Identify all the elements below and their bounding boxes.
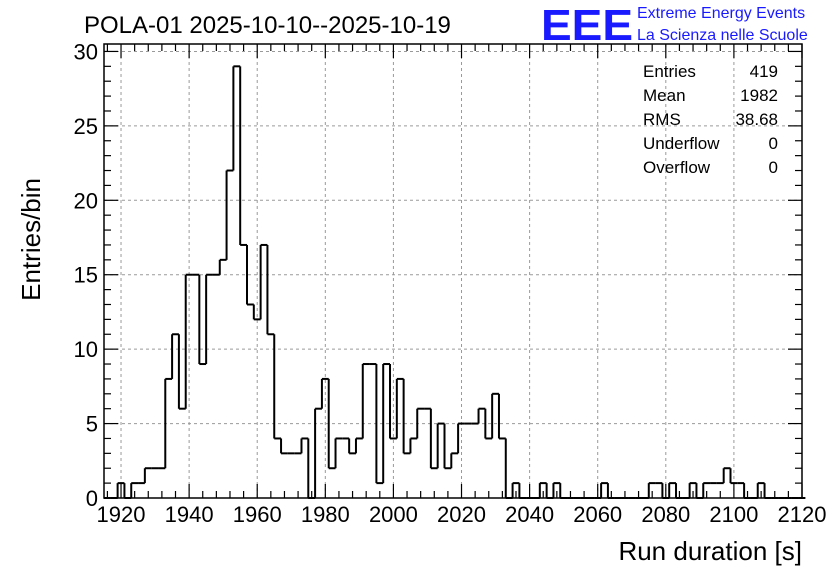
x-tick-labels: 1920 1940 1960 1980 2000 2020 2040 2060 2080 2100…: [97, 502, 827, 527]
x-tick-label: 1960: [233, 502, 282, 527]
stats-label: Entries: [643, 62, 696, 81]
stats-value: 419: [750, 62, 778, 81]
axis-ticks: [104, 44, 803, 499]
stats-value: 0: [769, 158, 778, 177]
x-tick-label: 1920: [97, 502, 146, 527]
y-axis-title: Entries/bin: [16, 178, 46, 301]
stats-value: 38.68: [735, 110, 778, 129]
x-tick-label: 2100: [709, 502, 758, 527]
y-tick-label: 25: [74, 114, 98, 139]
plot-frame: [103, 43, 803, 499]
chart-title: POLA-01 2025-10-10--2025-10-19: [84, 12, 451, 39]
eee-logo: EEE Extreme Energy Events La Scienza nel…: [541, 1, 808, 50]
y-tick-label: 15: [74, 263, 98, 288]
stats-value: 0: [769, 134, 778, 153]
y-tick-label: 20: [74, 188, 98, 213]
x-tick-label: 2000: [369, 502, 418, 527]
x-tick-label: 2040: [505, 502, 554, 527]
x-tick-label: 2080: [641, 502, 690, 527]
x-tick-label: 1940: [165, 502, 214, 527]
y-tick-labels: 0 5 10 15 20 25 30: [74, 39, 98, 511]
y-tick-label: 30: [74, 39, 98, 64]
stats-label: RMS: [643, 110, 681, 129]
x-axis-title: Run duration [s]: [618, 536, 802, 566]
logo-line-1: Extreme Energy Events: [637, 5, 805, 22]
histogram-bars: [104, 65, 806, 499]
stats-label: Mean: [643, 86, 686, 105]
x-tick-label: 2020: [437, 502, 486, 527]
stats-box: Entries 419 Mean 1982 RMS 38.68 Underflow 0 Over…: [643, 62, 778, 177]
logo-mark: EEE: [541, 1, 633, 50]
y-tick-label: 10: [74, 337, 98, 362]
y-tick-label: 5: [86, 412, 98, 437]
grid-lines: [104, 44, 802, 498]
stats-value: 1982: [740, 86, 778, 105]
x-tick-label: 1980: [301, 502, 350, 527]
stats-label: Underflow: [643, 134, 720, 153]
logo-line-2: La Scienza nelle Scuole: [637, 27, 808, 44]
stats-label: Overflow: [643, 158, 711, 177]
y-tick-label: 0: [86, 486, 98, 511]
x-tick-label: 2120: [778, 502, 827, 527]
x-tick-label: 2060: [573, 502, 622, 527]
